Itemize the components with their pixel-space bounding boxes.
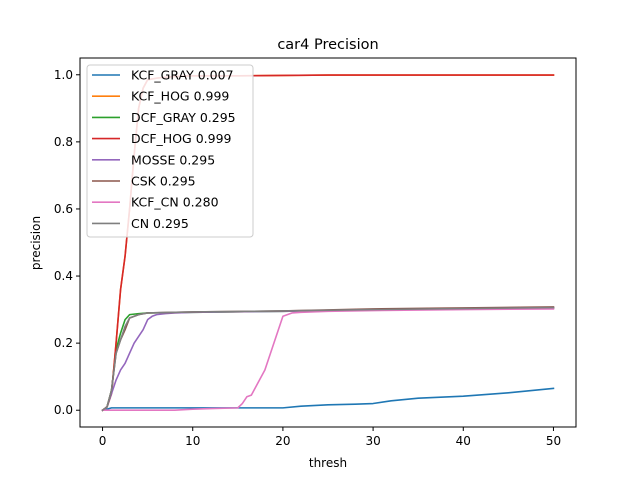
x-tick-label: 10: [185, 434, 200, 448]
y-tick-label: 1.0: [54, 68, 73, 82]
y-axis-ticks: 0.0 0.2 0.4 0.6 0.8 1.0: [54, 68, 80, 417]
x-axis-ticks: 0 10 20 30 40 50: [99, 427, 561, 448]
y-tick-label: 0.2: [54, 336, 73, 350]
legend: KCF_GRAY 0.007 KCF_HOG 0.999 DCF_GRAY 0.29…: [86, 64, 254, 238]
x-tick-label: 40: [456, 434, 471, 448]
y-tick-label: 0.8: [54, 135, 73, 149]
y-axis-label: precision: [29, 216, 43, 270]
legend-box: [86, 64, 254, 238]
chart-title: car4 Precision: [277, 37, 378, 53]
legend-label-7: CN 0.295: [131, 216, 189, 231]
plot-frame: [79, 57, 577, 428]
y-tick-label: 0.6: [54, 202, 73, 216]
x-tick-label: 30: [365, 434, 380, 448]
plot-lines: [101, 74, 555, 412]
y-tick-label: 0.4: [54, 269, 73, 283]
series-line-6: [101, 308, 555, 412]
legend-label-5: CSK 0.295: [131, 174, 196, 189]
legend-label-3: DCF_HOG 0.999: [131, 131, 232, 146]
legend-items: KCF_GRAY 0.007 KCF_HOG 0.999 DCF_GRAY 0.29…: [92, 68, 236, 231]
x-tick-label: 0: [99, 434, 107, 448]
x-tick-label: 20: [275, 434, 290, 448]
legend-label-0: KCF_GRAY 0.007: [131, 68, 234, 83]
y-tick-label: 0.0: [54, 403, 73, 417]
legend-label-1: KCF_HOG 0.999: [131, 89, 229, 104]
legend-label-4: MOSSE 0.295: [131, 152, 215, 167]
x-axis-label: thresh: [309, 456, 347, 470]
legend-label-6: KCF_CN 0.280: [131, 195, 219, 210]
series-line-7: [101, 306, 555, 412]
legend-label-2: DCF_GRAY 0.295: [131, 110, 236, 125]
series-line-0: [101, 387, 555, 412]
x-tick-label: 50: [546, 434, 561, 448]
